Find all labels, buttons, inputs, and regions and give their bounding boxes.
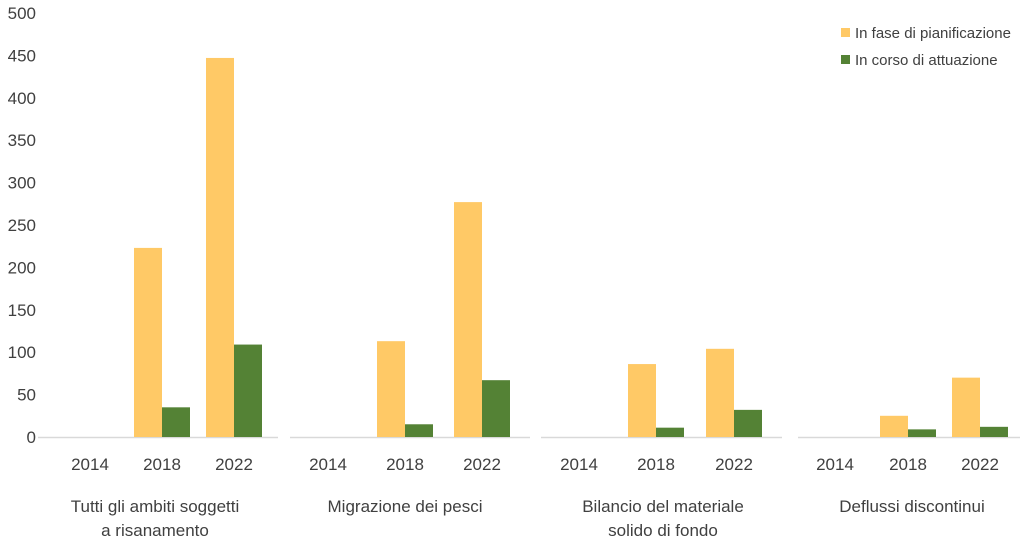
y-tick-label: 500 xyxy=(8,4,36,23)
bar-pianificazione xyxy=(706,348,734,437)
bar-pianificazione xyxy=(880,415,908,437)
y-tick-label: 150 xyxy=(8,301,36,320)
y-tick-label: 400 xyxy=(8,89,36,108)
group-label: Tutti gli ambiti soggetti xyxy=(71,497,240,516)
x-tick-label: 2014 xyxy=(309,455,347,474)
bar-pianificazione xyxy=(206,57,234,437)
x-tick-label: 2022 xyxy=(961,455,999,474)
x-tick-label: 2018 xyxy=(386,455,424,474)
x-tick-label: 2018 xyxy=(143,455,181,474)
group-label: Bilancio del materiale xyxy=(582,497,744,516)
y-tick-label: 350 xyxy=(8,131,36,150)
y-tick-label: 50 xyxy=(17,386,36,405)
legend-swatch xyxy=(841,28,850,37)
group-label: Migrazione dei pesci xyxy=(328,497,483,516)
legend-label: In fase di pianificazione xyxy=(855,25,1011,42)
bar-pianificazione xyxy=(134,247,162,437)
y-tick-label: 100 xyxy=(8,343,36,362)
group-label: Deflussi discontinui xyxy=(839,497,985,516)
bar-pianificazione xyxy=(377,341,405,437)
bar-pianificazione xyxy=(628,364,656,437)
bar-pianificazione xyxy=(454,202,482,437)
x-tick-label: 2018 xyxy=(637,455,675,474)
x-tick-label: 2014 xyxy=(816,455,854,474)
y-tick-label: 200 xyxy=(8,258,36,277)
bar-attuazione xyxy=(980,426,1008,437)
x-tick-label: 2022 xyxy=(215,455,253,474)
bar-attuazione xyxy=(234,344,262,437)
bar-attuazione xyxy=(482,380,510,437)
bar-pianificazione xyxy=(952,377,980,437)
x-tick-label: 2022 xyxy=(463,455,501,474)
y-tick-label: 450 xyxy=(8,46,36,65)
x-tick-label: 2022 xyxy=(715,455,753,474)
legend-label: In corso di attuazione xyxy=(855,52,998,69)
bar-attuazione xyxy=(162,407,190,437)
y-tick-label: 250 xyxy=(8,216,36,235)
y-tick-label: 0 xyxy=(27,428,36,447)
y-tick-label: 300 xyxy=(8,174,36,193)
x-tick-label: 2014 xyxy=(71,455,109,474)
x-tick-label: 2014 xyxy=(560,455,598,474)
group-label: a risanamento xyxy=(101,521,209,540)
legend-swatch xyxy=(841,55,850,64)
bar-attuazione xyxy=(908,429,936,437)
bar-attuazione xyxy=(734,409,762,437)
group-label: solido di fondo xyxy=(608,521,718,540)
x-tick-label: 2018 xyxy=(889,455,927,474)
bar-attuazione xyxy=(405,424,433,437)
bar-attuazione xyxy=(656,427,684,437)
